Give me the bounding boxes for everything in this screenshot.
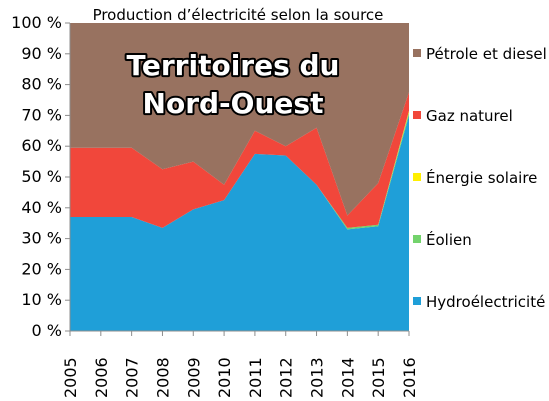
overlay-title-line-2: Nord-Ouest [143,87,324,120]
y-tick-label: 10 % [21,290,62,309]
x-tick-label: 2013 [308,357,327,398]
x-tick-label: 2007 [123,357,142,398]
y-tick-label: 50 % [21,167,62,186]
x-tick-label: 2015 [369,357,388,398]
legend: Pétrole et diesel Gaz naturel Énergie sola… [413,45,547,311]
legend-label: Éolien [426,230,472,249]
x-tick-label: 2011 [246,357,265,398]
legend-label: Pétrole et diesel [426,45,547,63]
y-tick-label: 90 % [21,44,62,63]
legend-label: Gaz naturel [426,107,513,125]
y-tick-label: 0 % [32,321,62,340]
y-tick-label: 60 % [21,136,62,155]
x-tick-label: 2006 [92,357,111,398]
chart-title: Production d’électricité selon la source [93,6,384,24]
overlay-title-line-1: Territoires du [127,49,340,82]
series-area-hydroélectricité [70,115,409,332]
y-tick-label: 40 % [21,198,62,217]
legend-swatch [413,297,421,305]
y-tick-label: 70 % [21,105,62,124]
plot-area [70,23,409,332]
y-tick-label: 30 % [21,229,62,248]
axes: 0 % 10 % 20 % 30 % 40 % 50 % 60 % 70 % 80 % 90 % 1… [11,13,419,398]
x-tick-label: 2005 [61,357,80,398]
y-tick-label: 80 % [21,75,62,94]
legend-swatch [413,49,421,57]
x-tick-label: 2014 [338,357,357,398]
legend-label: Hydroélectricité [426,293,545,311]
series-area-pétrole-et-diesel [70,23,409,216]
y-tick-label: 20 % [21,259,62,278]
legend-swatch [413,111,421,119]
y-tick-label: 100 % [11,13,62,32]
x-tick-label: 2016 [400,357,419,398]
legend-swatch [413,235,421,243]
x-tick-label: 2009 [184,357,203,398]
legend-swatch [413,173,421,181]
x-tick-label: 2010 [215,357,234,398]
legend-label: Énergie solaire [426,168,537,187]
series-area-gaz-naturel [70,92,409,228]
x-tick-label: 2012 [277,357,296,398]
x-tick-label: 2008 [153,357,172,398]
